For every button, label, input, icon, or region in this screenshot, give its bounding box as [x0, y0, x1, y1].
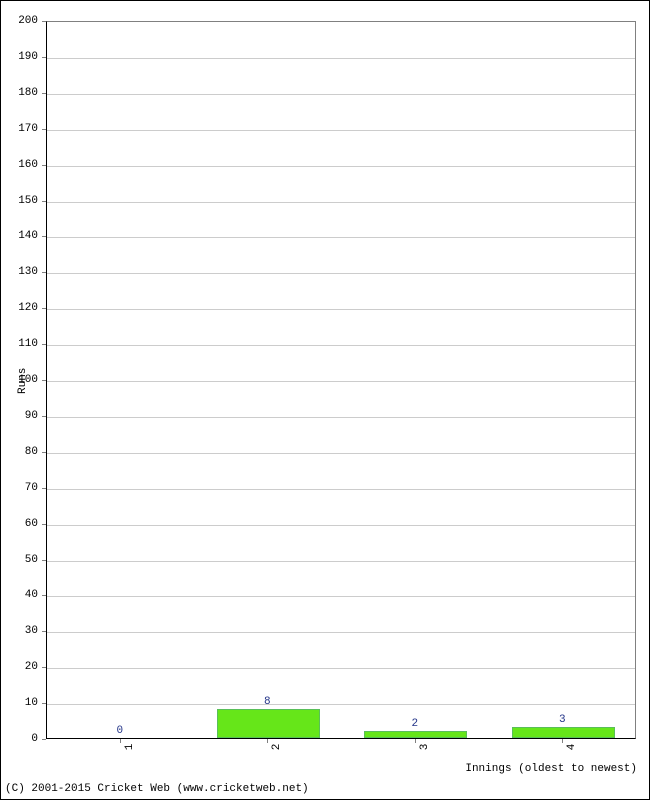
- bar: [512, 727, 615, 738]
- ytick-mark: [42, 21, 46, 22]
- gridline: [47, 668, 635, 669]
- ytick-mark: [42, 739, 46, 740]
- ytick-mark: [42, 524, 46, 525]
- ytick-label: 170: [18, 123, 38, 135]
- ytick-mark: [42, 57, 46, 58]
- bar-value-label: 8: [264, 696, 271, 708]
- ytick-label: 140: [18, 230, 38, 242]
- ytick-label: 160: [18, 159, 38, 171]
- gridline: [47, 309, 635, 310]
- gridline: [47, 130, 635, 131]
- ytick-mark: [42, 129, 46, 130]
- bar-value-label: 3: [559, 714, 566, 726]
- bar-value-label: 0: [116, 725, 123, 737]
- ytick-label: 100: [18, 374, 38, 386]
- xtick-mark: [267, 739, 268, 743]
- ytick-mark: [42, 272, 46, 273]
- chart-frame: Runs Innings (oldest to newest) (C) 2001…: [0, 0, 650, 800]
- ytick-label: 0: [31, 733, 38, 745]
- gridline: [47, 596, 635, 597]
- gridline: [47, 58, 635, 59]
- gridline: [47, 632, 635, 633]
- gridline: [47, 489, 635, 490]
- ytick-mark: [42, 703, 46, 704]
- ytick-label: 180: [18, 87, 38, 99]
- ytick-label: 20: [25, 661, 38, 673]
- x-axis-label: Innings (oldest to newest): [465, 763, 637, 775]
- ytick-mark: [42, 380, 46, 381]
- gridline: [47, 417, 635, 418]
- xtick-mark: [120, 739, 121, 743]
- ytick-label: 90: [25, 410, 38, 422]
- ytick-label: 150: [18, 195, 38, 207]
- gridline: [47, 237, 635, 238]
- xtick-label: 3: [419, 744, 431, 751]
- gridline: [47, 202, 635, 203]
- ytick-mark: [42, 560, 46, 561]
- ytick-mark: [42, 488, 46, 489]
- ytick-mark: [42, 93, 46, 94]
- xtick-mark: [562, 739, 563, 743]
- ytick-label: 30: [25, 625, 38, 637]
- ytick-mark: [42, 201, 46, 202]
- gridline: [47, 525, 635, 526]
- bar-value-label: 2: [411, 718, 418, 730]
- gridline: [47, 453, 635, 454]
- ytick-label: 110: [18, 338, 38, 350]
- gridline: [47, 561, 635, 562]
- ytick-mark: [42, 236, 46, 237]
- ytick-label: 70: [25, 482, 38, 494]
- bar: [217, 709, 320, 738]
- xtick-label: 1: [124, 744, 136, 751]
- gridline: [47, 381, 635, 382]
- ytick-mark: [42, 667, 46, 668]
- ytick-mark: [42, 631, 46, 632]
- plot-area: [46, 21, 636, 739]
- bar: [364, 731, 467, 738]
- ytick-mark: [42, 165, 46, 166]
- ytick-label: 120: [18, 302, 38, 314]
- gridline: [47, 345, 635, 346]
- ytick-label: 190: [18, 51, 38, 63]
- ytick-mark: [42, 452, 46, 453]
- xtick-label: 4: [566, 744, 578, 751]
- ytick-mark: [42, 344, 46, 345]
- ytick-mark: [42, 595, 46, 596]
- xtick-label: 2: [271, 744, 283, 751]
- ytick-mark: [42, 416, 46, 417]
- ytick-mark: [42, 308, 46, 309]
- copyright-text: (C) 2001-2015 Cricket Web (www.cricketwe…: [5, 783, 309, 795]
- ytick-label: 200: [18, 15, 38, 27]
- xtick-mark: [415, 739, 416, 743]
- ytick-label: 130: [18, 266, 38, 278]
- gridline: [47, 704, 635, 705]
- ytick-label: 80: [25, 446, 38, 458]
- gridline: [47, 94, 635, 95]
- ytick-label: 60: [25, 518, 38, 530]
- ytick-label: 50: [25, 554, 38, 566]
- ytick-label: 10: [25, 697, 38, 709]
- gridline: [47, 166, 635, 167]
- gridline: [47, 273, 635, 274]
- ytick-label: 40: [25, 589, 38, 601]
